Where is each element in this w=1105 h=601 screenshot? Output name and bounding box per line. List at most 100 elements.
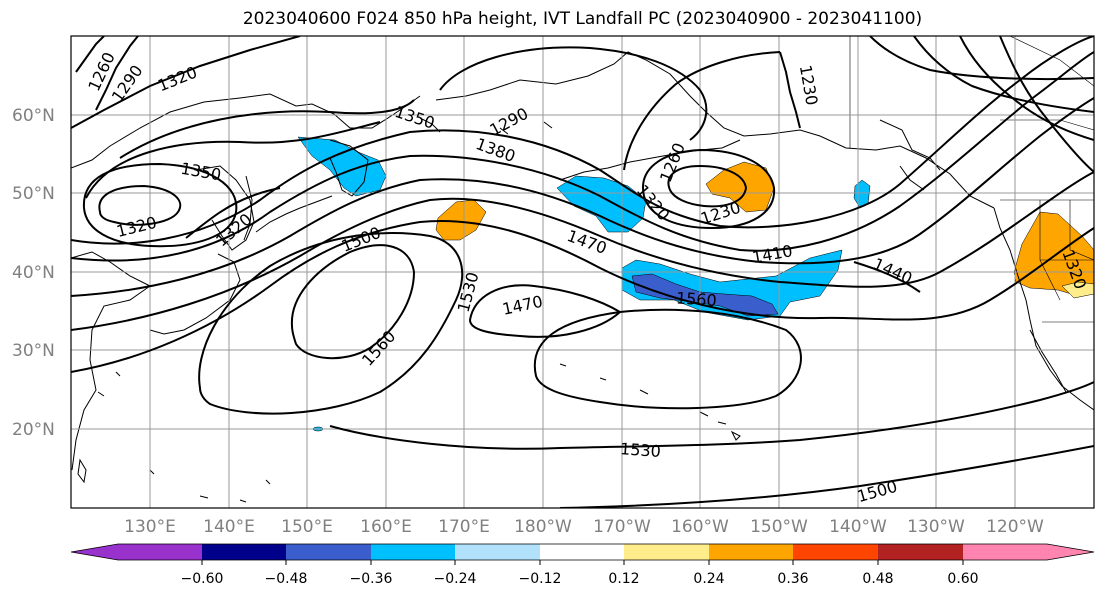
- colorbar-segment: [624, 544, 709, 560]
- lon-label: 120°W: [986, 517, 1044, 537]
- colorbar-segment: [709, 544, 793, 560]
- coast-japan: [149, 253, 241, 335]
- colorbar-segment: [286, 544, 371, 560]
- coast-north-america: [993, 207, 1094, 411]
- colorbar-tick-label: −0.12: [519, 571, 562, 587]
- colorbar-extend-high: [1047, 544, 1094, 560]
- colorbar-segment: [793, 544, 878, 560]
- contour-1260-alaska: [623, 51, 781, 171]
- colorbar-outline: [70, 543, 1095, 561]
- coast-alaska: [435, 51, 995, 209]
- colorbar-tick-label: 0.24: [693, 571, 724, 587]
- lon-label: 150°E: [281, 517, 333, 537]
- colorbar: −0.60 −0.48 −0.36 −0.24 −0.12 0.12 0.24 …: [70, 543, 1095, 587]
- contour-1260-low: [642, 148, 776, 230]
- colorbar-tick-label: 0.36: [777, 571, 808, 587]
- map-frame: [70, 35, 1095, 509]
- lon-label: 130°E: [124, 517, 176, 537]
- lon-label: 160°E: [360, 517, 412, 537]
- contour-1320-east-siberia: [119, 99, 415, 159]
- contour-1320-east: [999, 36, 1094, 173]
- ivt-positive-region-california: [1013, 211, 1094, 297]
- colorbar-segment: [963, 544, 1047, 560]
- coast-northwest-hawaii: [559, 363, 649, 395]
- longitude-labels: 130°E 140°E 150°E 160°E 170°E 180°W 170°…: [124, 517, 1044, 537]
- contour-1560-east: [533, 308, 802, 410]
- lat-label: 60°N: [12, 106, 55, 126]
- colorbar-segment: [540, 544, 624, 560]
- map-title: 2023040600 F024 850 hPa height, IVT Land…: [242, 9, 923, 29]
- contour-1290-east: [959, 36, 1094, 141]
- coast-pacific-islands: [97, 371, 271, 503]
- colorbar-tick-label: −0.48: [265, 571, 308, 587]
- coast-aleutian-chain: [559, 139, 741, 181]
- coast-korea-china: [71, 251, 151, 471]
- colorbar-tick-label: −0.24: [434, 571, 477, 587]
- contour-1260-nw: [75, 36, 105, 73]
- contour-1440: [71, 97, 1094, 297]
- lon-label: 150°W: [750, 517, 808, 537]
- coast-taiwan: [77, 458, 87, 484]
- lat-label: 30°N: [12, 341, 55, 361]
- lon-label: 140°W: [829, 517, 887, 537]
- contour-1290-nw: [95, 36, 139, 111]
- contour-1290-alaska: [439, 46, 708, 141]
- contour-1320-low-ring: [98, 184, 181, 226]
- contour-1560-west: [290, 244, 416, 360]
- contour-1320-japan: [185, 187, 281, 239]
- contour-1440-bight: [853, 261, 921, 293]
- ivt-weak-positive-fringe: [1061, 281, 1094, 299]
- contour-1230-north: [779, 51, 801, 129]
- ivt-positive-region-dateline-west: [435, 199, 487, 241]
- colorbar-tick-label: −0.60: [181, 571, 224, 587]
- contour-1350-low-ring: [82, 162, 238, 248]
- colorbar-tick-label: 0.12: [608, 571, 639, 587]
- contour-1410: [71, 51, 1094, 262]
- ivt-positive-region-gulf-low: [705, 161, 775, 213]
- colorbar-ticks: [201, 560, 964, 565]
- colorbar-tick-label: 0.60: [947, 571, 978, 587]
- lon-label: 170°E: [438, 517, 490, 537]
- coast-sakhalin: [243, 175, 253, 241]
- colorbar-tick-label: −0.36: [350, 571, 393, 587]
- lon-label: 180°W: [514, 517, 572, 537]
- contour-1500-south: [559, 445, 1094, 508]
- latitude-labels: 60°N 50°N 40°N 30°N 20°N: [12, 106, 55, 440]
- lon-label: 130°W: [907, 517, 965, 537]
- contour-1380: [71, 36, 1094, 245]
- lon-label: 160°W: [671, 517, 729, 537]
- lon-label: 170°W: [593, 517, 651, 537]
- contour-1530-east: [329, 381, 1094, 450]
- coast-kuril: [255, 195, 333, 233]
- ivt-strong-negative-core: [631, 273, 779, 317]
- colorbar-tick-label: 0.48: [862, 571, 893, 587]
- map-panel: 1260 1290 1320 1350 1320 1320 1350 1380 …: [70, 35, 1095, 509]
- contour-1530-west: [198, 232, 464, 415]
- coast-baja: [1029, 329, 1067, 393]
- colorbar-segment: [878, 544, 963, 560]
- colorbar-segment: [202, 544, 286, 560]
- contour-1320-nw: [71, 36, 301, 129]
- coast-canada-islands: [879, 119, 941, 191]
- lon-label: 140°E: [203, 517, 255, 537]
- colorbar-extend-low: [71, 544, 118, 560]
- contour-label: 1560: [675, 288, 717, 310]
- colorbar-segment: [118, 544, 202, 560]
- contour-1470-main: [71, 171, 1094, 331]
- colorbar-segment: [455, 544, 540, 560]
- coast-bering-islands: [419, 117, 553, 135]
- lat-label: 20°N: [12, 420, 55, 440]
- contour-1260-east: [913, 36, 1094, 113]
- lat-label: 50°N: [12, 184, 55, 204]
- height-contours: [71, 36, 1094, 508]
- contour-label: 1530: [620, 439, 662, 461]
- contour-1230-east: [869, 36, 1094, 81]
- contour-1350-east-siberia: [85, 121, 381, 199]
- contour-1500-main: [71, 219, 1094, 373]
- colorbar-tick-labels: −0.60 −0.48 −0.36 −0.24 −0.12 0.12 0.24 …: [181, 571, 979, 587]
- contour-1230-low: [667, 164, 748, 208]
- colorbar-segment: [371, 544, 455, 560]
- lat-label: 40°N: [12, 263, 55, 283]
- coast-hawaii: [699, 411, 741, 441]
